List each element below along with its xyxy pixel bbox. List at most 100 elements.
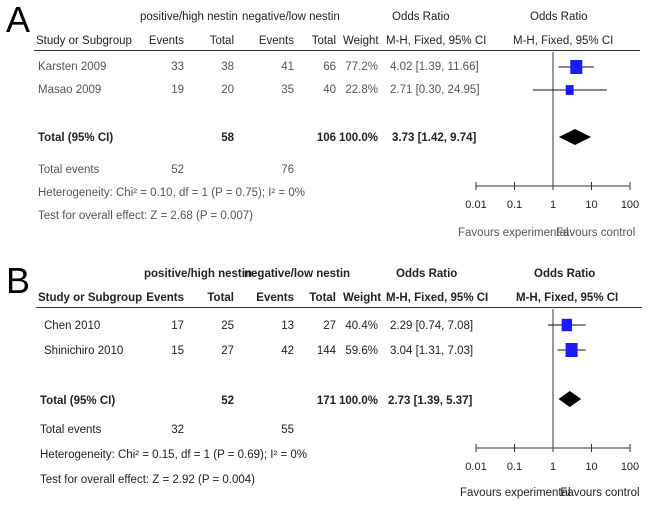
study-ci: 4.02 [1.39, 11.66] [390,61,479,73]
header-rule [36,307,642,308]
study-events1: 15 [171,345,184,357]
x-tick-label: 100 [621,199,639,211]
study-marker [565,343,578,357]
favours-left-label: Favours experimental [458,227,569,239]
total-total1: 58 [221,132,234,144]
events2-header: Events [258,35,294,47]
x-tick-label: 10 [585,199,597,211]
header-rule [34,50,640,51]
method-plot-header: M-H, Fixed, 95% CI [513,35,614,47]
study-events1: 19 [171,84,184,96]
group2-header: negative/low nestin [242,11,340,23]
method-header: M-H, Fixed, 95% CI [386,292,489,304]
overall-effect-text: Test for overall effect: Z = 2.68 (P = 0… [38,210,253,222]
study-events1: 17 [171,320,184,332]
total-label: Total (95% CI) [38,132,114,144]
study-total1: 38 [221,61,234,73]
total-events2: 55 [281,424,294,436]
study-marker [561,318,573,332]
study-total1: 27 [221,345,234,357]
study-marker [565,85,574,95]
total-ci: 3.73 [1.42, 9.74] [392,132,477,144]
study-total2: 144 [316,345,336,357]
total1-header: Total [209,35,234,47]
study-weight: 40.4% [345,320,378,332]
total-total1: 52 [221,395,234,407]
events2-header: Events [256,292,294,304]
total-events2: 76 [281,164,294,176]
study-events2: 42 [281,345,294,357]
forest-plot-b: 0.01 0.1 1 10 100 [465,309,639,473]
total2-header: Total [309,292,336,304]
x-tick-label: 1 [550,461,556,473]
favours-right-label: Favours control [556,227,636,239]
heterogeneity-text: Heterogeneity: Chi² = 0.10, df = 1 (P = … [38,187,305,199]
weight-header: Weight [343,292,382,304]
x-tick-label: 0.01 [465,461,486,473]
panel-a: A positive/high nestin negative/low nest… [6,0,640,239]
total-events1: 32 [171,424,184,436]
heterogeneity-text: Heterogeneity: Chi² = 0.15, df = 1 (P = … [40,449,307,461]
x-tick-label: 0.1 [507,461,522,473]
plot-col-header: Odds Ratio [530,11,588,23]
total-events1: 52 [171,164,184,176]
pooled-diamond [558,391,582,407]
study-col-header: Study or Subgroup [38,292,143,304]
pooled-diamond [558,129,592,145]
method-plot-header: M-H, Fixed, 95% CI [516,292,619,304]
group1-header: positive/high nestin [140,11,238,23]
study-marker [570,60,583,74]
forest-plot-a: 0.01 0.1 1 10 100 [465,52,639,211]
events1-header: Events [148,35,184,47]
study-ci: 2.29 [0.74, 7.08] [390,320,474,332]
total-label: Total (95% CI) [40,395,116,407]
study-total2: 27 [323,320,336,332]
x-tick-label: 10 [585,461,597,473]
x-tick-label: 0.01 [465,199,486,211]
study-weight: 77.2% [345,61,378,73]
group1-header: positive/high nestin [144,268,252,280]
study-events2: 13 [281,320,294,332]
study-total2: 66 [323,61,336,73]
study-name: Masao 2009 [38,84,102,96]
study-ci: 2.71 [0.30, 24.95] [390,84,480,96]
panel-letter: A [6,0,31,40]
overall-effect-text: Test for overall effect: Z = 2.92 (P = 0… [40,474,255,486]
favours-right-label: Favours control [560,487,640,499]
study-events1: 33 [171,61,184,73]
total-total2: 106 [316,132,336,144]
effect-col-header: Odds Ratio [392,11,450,23]
study-total2: 40 [323,84,336,96]
study-weight: 59.6% [345,345,378,357]
study-total1: 20 [221,84,234,96]
panel-b: B positive/high nestin negative/low nest… [0,253,650,506]
x-tick-label: 100 [621,461,639,473]
total-ci: 2.73 [1.39, 5.37] [388,395,473,407]
group2-header: negative/low nestin [244,268,351,280]
effect-col-header: Odds Ratio [396,268,458,280]
total-events-label: Total events [38,164,100,176]
x-tick-label: 0.1 [507,199,522,211]
total2-header: Total [311,35,336,47]
favours-left-label: Favours experimental [460,487,571,499]
study-weight: 22.8% [345,84,378,96]
panel-letter: B [6,260,31,301]
total-total2: 171 [316,395,336,407]
study-name: Shinichiro 2010 [44,345,124,357]
study-ci: 3.04 [1.31, 7.03] [390,345,474,357]
weight-header: Weight [343,35,379,47]
study-col-header: Study or Subgroup [36,35,132,47]
study-events2: 35 [281,84,294,96]
study-events2: 41 [281,61,294,73]
x-tick-label: 1 [550,199,556,211]
total-weight: 100.0% [338,132,378,144]
plot-col-header: Odds Ratio [534,268,596,280]
events1-header: Events [146,292,184,304]
study-name: Chen 2010 [44,320,101,332]
method-header: M-H, Fixed, 95% CI [386,35,487,47]
total-weight: 100.0% [338,395,378,407]
study-total1: 25 [221,320,234,332]
total-events-label: Total events [40,424,102,436]
total1-header: Total [207,292,234,304]
study-name: Karsten 2009 [38,61,107,73]
